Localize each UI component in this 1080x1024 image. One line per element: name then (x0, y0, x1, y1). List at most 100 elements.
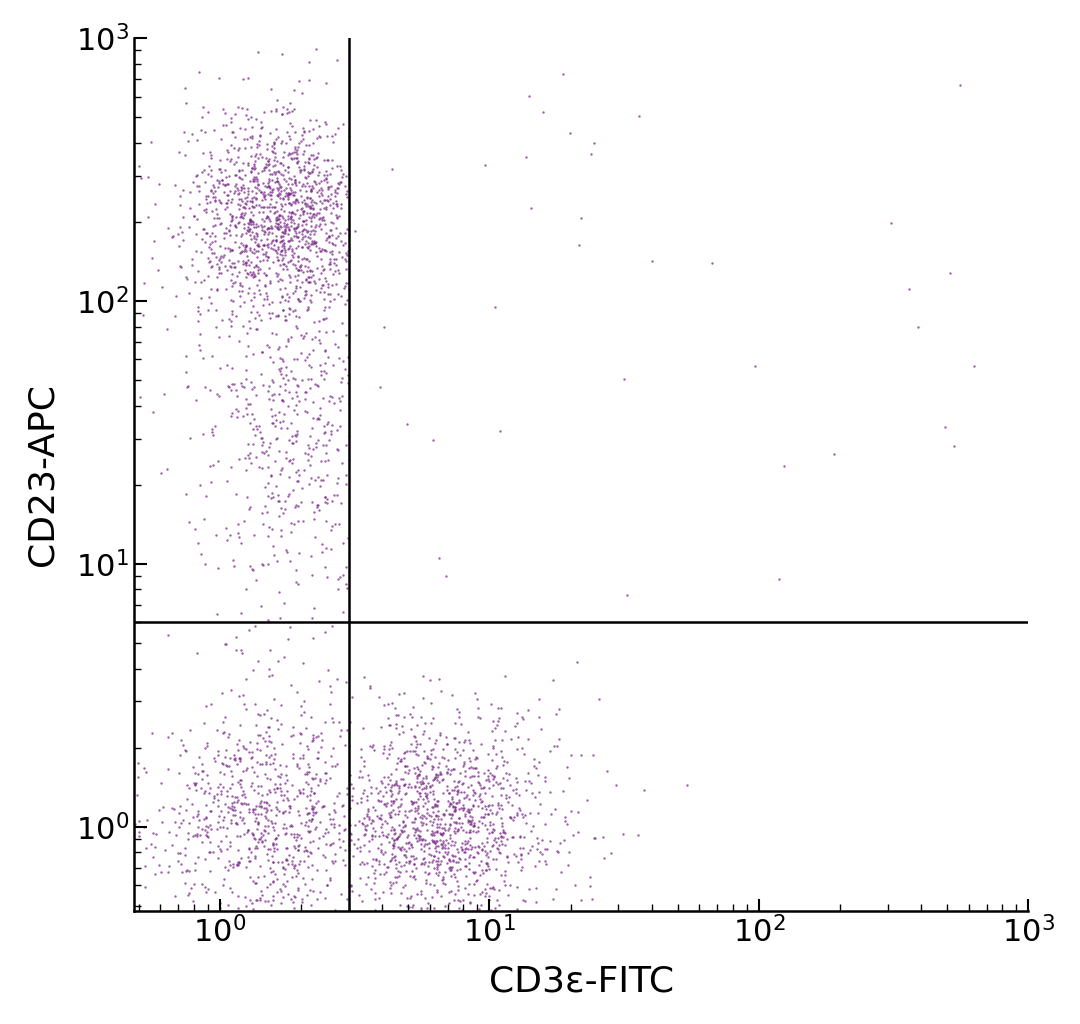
Point (355, 826, 373, 843)
Point (318, 444, 335, 461)
Point (285, 370, 302, 386)
Point (218, 356, 235, 373)
Point (292, 259, 309, 275)
Point (253, 199, 270, 215)
Point (458, 823, 475, 840)
Point (384, 795, 402, 811)
Point (392, 751, 409, 767)
Point (526, 927, 543, 943)
Point (234, 687, 252, 703)
Point (550, 700, 567, 717)
Point (407, 777, 424, 794)
Point (411, 788, 429, 805)
Point (421, 840, 438, 856)
Point (240, 822, 257, 839)
Point (472, 809, 489, 825)
Point (516, 807, 534, 823)
Point (318, 232, 335, 249)
Point (230, 902, 247, 919)
Point (287, 384, 305, 400)
Point (276, 244, 294, 260)
Point (309, 378, 326, 394)
Point (260, 220, 278, 237)
Point (459, 778, 476, 795)
Point (322, 244, 339, 260)
Point (266, 547, 283, 563)
Point (258, 337, 275, 353)
Point (469, 750, 486, 766)
Point (266, 843, 283, 859)
Point (338, 188, 355, 205)
Point (501, 765, 518, 781)
Point (296, 766, 313, 782)
Point (428, 806, 445, 822)
Point (307, 274, 324, 291)
Point (434, 907, 451, 924)
Point (211, 174, 228, 190)
Point (220, 310, 238, 327)
Point (456, 756, 473, 772)
Point (329, 817, 347, 834)
Point (390, 686, 407, 702)
Point (475, 779, 492, 796)
Point (225, 859, 242, 876)
Point (270, 306, 287, 323)
Point (210, 850, 227, 866)
Point (429, 858, 446, 874)
Point (230, 99, 247, 116)
Point (521, 88, 538, 104)
Point (225, 551, 242, 567)
Point (253, 218, 270, 234)
Point (216, 229, 233, 246)
Point (293, 345, 310, 361)
Point (228, 815, 245, 831)
Point (354, 816, 372, 833)
Point (260, 173, 278, 189)
Point (288, 788, 306, 805)
Point (218, 199, 235, 215)
Point (375, 738, 392, 755)
Point (226, 751, 243, 767)
Point (644, 253, 661, 269)
Point (157, 842, 174, 858)
Point (238, 796, 255, 812)
Point (447, 795, 464, 811)
Point (241, 212, 258, 228)
Point (311, 216, 328, 232)
Point (487, 830, 504, 847)
Point (423, 759, 441, 775)
Point (406, 794, 423, 810)
Point (386, 793, 403, 809)
Point (160, 761, 177, 777)
Point (270, 187, 287, 204)
Point (292, 182, 309, 199)
Point (289, 838, 307, 854)
Point (416, 779, 433, 796)
Point (374, 816, 391, 833)
Point (426, 840, 443, 856)
Point (310, 410, 327, 426)
Point (522, 201, 539, 217)
Point (507, 770, 524, 786)
Point (433, 837, 450, 853)
Point (323, 758, 340, 774)
Point (383, 739, 401, 756)
Point (388, 944, 405, 961)
Point (202, 195, 219, 211)
Point (274, 261, 292, 278)
Point (279, 331, 296, 347)
Point (251, 238, 268, 254)
Point (312, 725, 329, 741)
Point (261, 213, 279, 229)
Point (260, 339, 278, 355)
Point (393, 842, 410, 858)
Point (224, 242, 241, 258)
Point (248, 225, 266, 242)
Point (258, 135, 275, 152)
Point (397, 758, 415, 774)
Point (229, 196, 246, 212)
Point (245, 227, 262, 244)
Point (339, 529, 356, 546)
Point (351, 763, 368, 779)
Point (247, 111, 265, 127)
